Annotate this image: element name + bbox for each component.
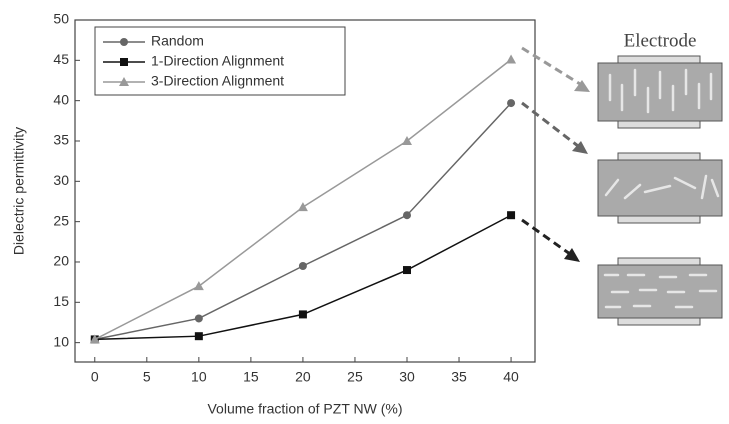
- y-tick-label: 50: [53, 11, 69, 27]
- legend-label: 3-Direction Alignment: [151, 73, 284, 89]
- marker: [507, 99, 516, 108]
- legend-label: Random: [151, 33, 204, 49]
- marker: [119, 77, 129, 86]
- series-line: [94, 214, 512, 341]
- marker: [194, 314, 203, 323]
- arrows: [521, 46, 590, 262]
- marker: [402, 211, 411, 220]
- marker: [402, 266, 411, 275]
- marker: [401, 135, 412, 145]
- nanowires: [603, 68, 720, 309]
- annotation: Electrode: [624, 30, 697, 51]
- y-tick-label: 15: [53, 293, 69, 309]
- marker: [298, 310, 307, 319]
- marker: [506, 54, 517, 64]
- series-line: [94, 58, 512, 341]
- marker: [298, 262, 307, 271]
- series-line: [94, 102, 512, 341]
- x-tick-label: 0: [91, 369, 99, 385]
- legend-box: [94, 26, 346, 96]
- x-axis-title: Volume fraction of PZT NW (%): [207, 401, 402, 417]
- y-tick-label: 35: [53, 132, 69, 148]
- y-tick-label: 25: [53, 212, 69, 228]
- y-tick-label: 10: [53, 333, 69, 349]
- y-tick-label: 40: [53, 91, 69, 107]
- x-tick-label: 20: [295, 369, 311, 385]
- marker: [120, 58, 128, 66]
- y-tick-label: 30: [53, 172, 69, 188]
- x-tick-label: 40: [503, 369, 519, 385]
- marker: [507, 211, 516, 220]
- y-tick-label: 45: [53, 51, 69, 67]
- x-tick-label: 25: [347, 369, 363, 385]
- x-tick-label: 5: [143, 369, 151, 385]
- marker: [297, 202, 308, 212]
- marker: [193, 281, 204, 291]
- x-tick-label: 30: [399, 369, 415, 385]
- marker: [89, 334, 100, 344]
- marker: [194, 332, 203, 341]
- legend-label: 1-Direction Alignment: [151, 53, 284, 69]
- x-tick-label: 15: [243, 369, 259, 385]
- x-tick-label: 10: [191, 369, 207, 385]
- y-axis-title: Dielectric permittivity: [11, 127, 27, 255]
- marker: [120, 38, 128, 46]
- y-tick-label: 20: [53, 253, 69, 269]
- x-tick-label: 35: [451, 369, 467, 385]
- plot-frame: [74, 19, 536, 363]
